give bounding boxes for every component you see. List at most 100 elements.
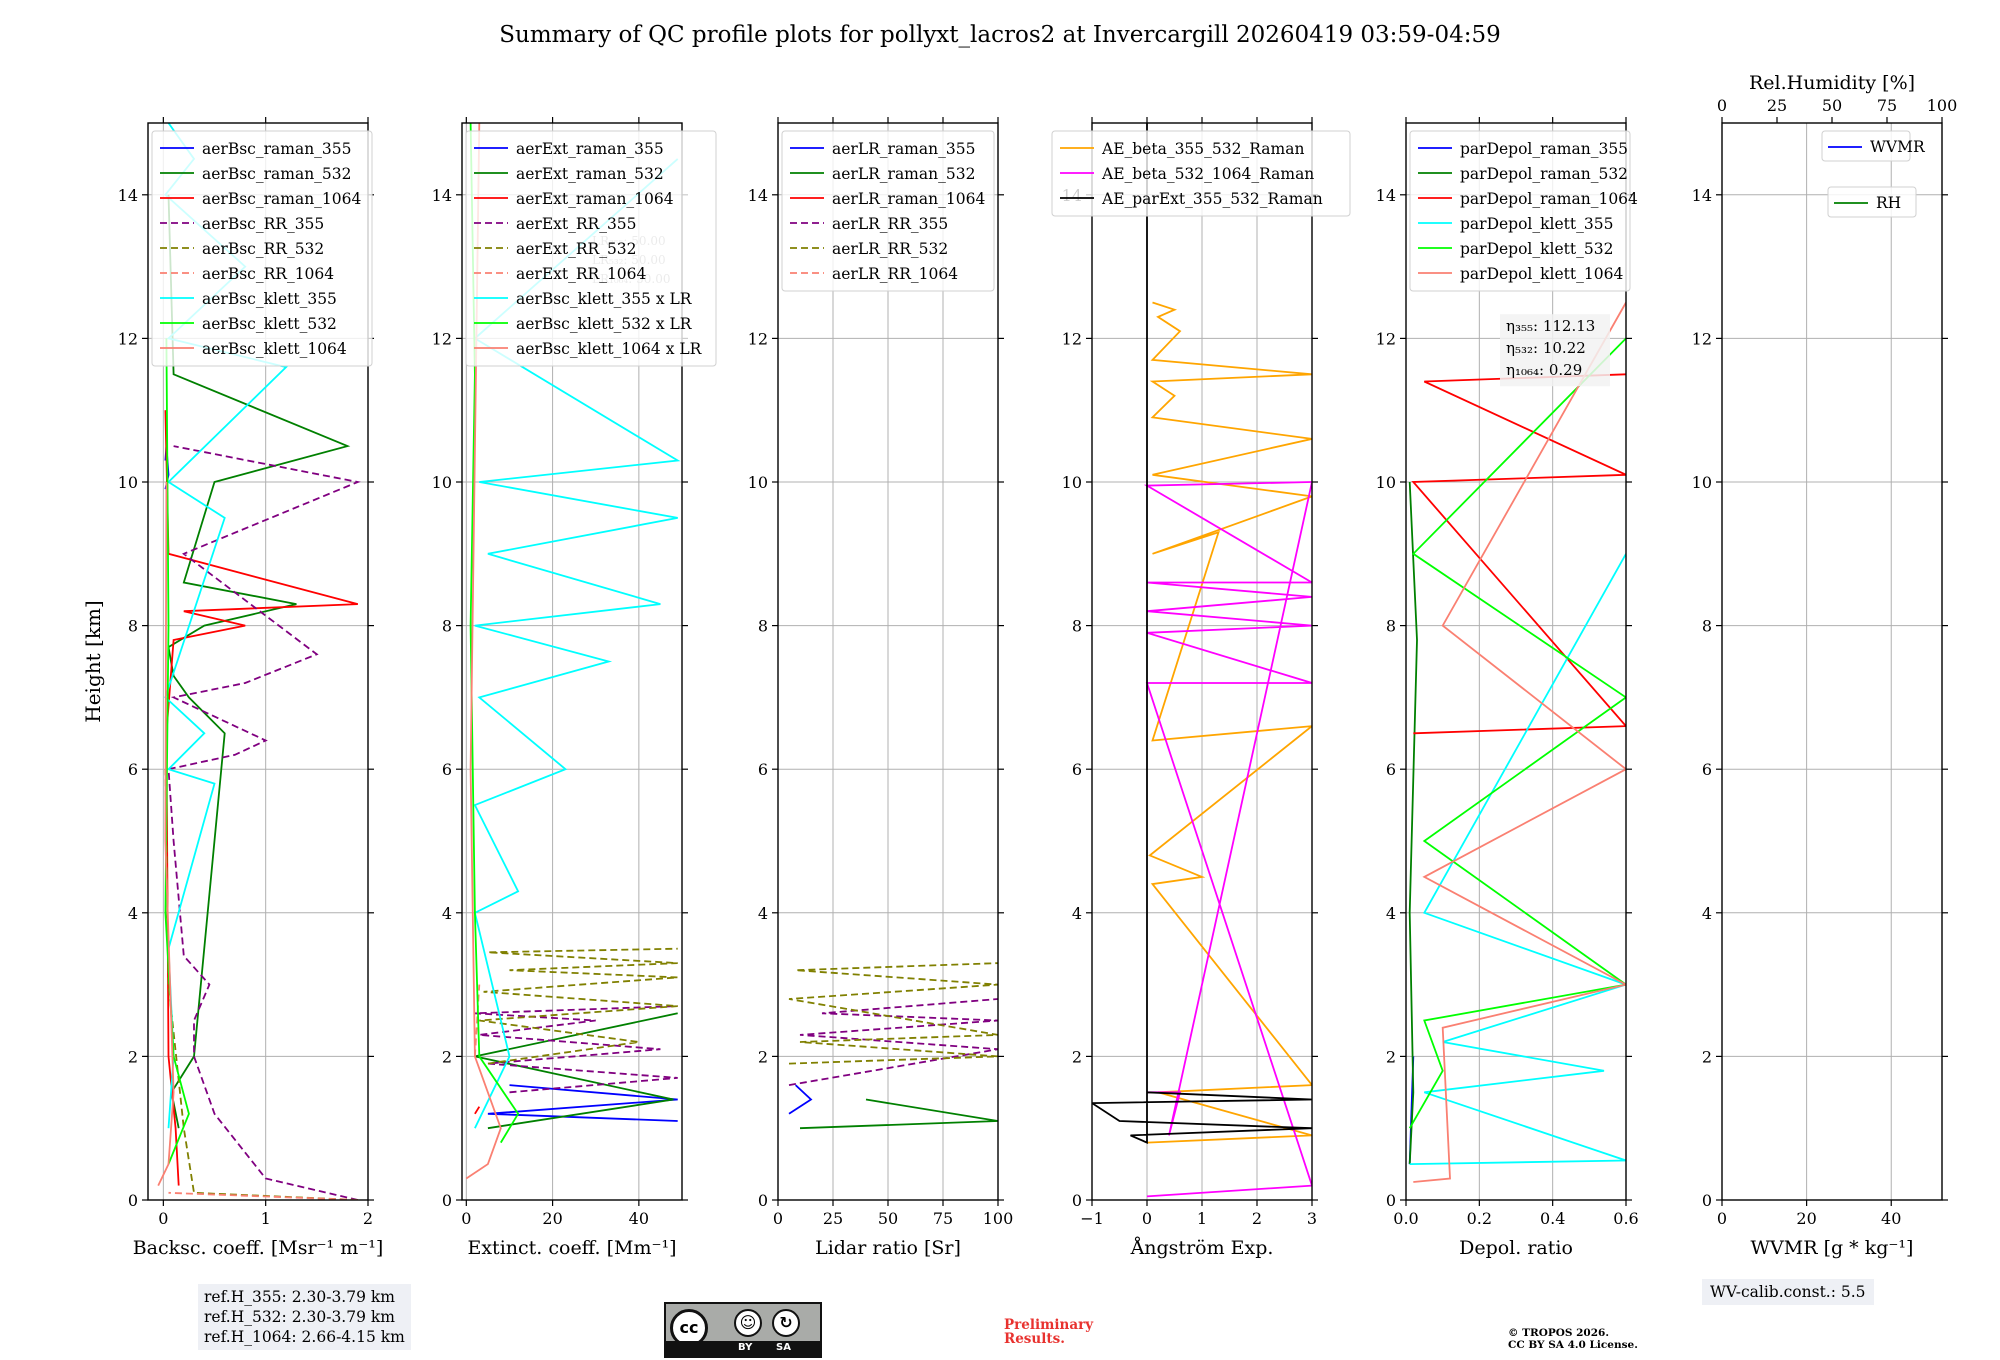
y-tick-label: 2 <box>442 1047 452 1066</box>
legend-RH: RH <box>1827 186 1917 218</box>
legend-label: aerBsc_RR_355 <box>202 215 324 233</box>
panel-6: 0 20 40 0 2 4 6 8 10 12 14 WVMR [g * kg⁻¹] 0 25 50 75 10… <box>1692 72 1958 1259</box>
preliminary-line-1: Preliminary <box>1004 1317 1094 1333</box>
cc-sa-label: SA <box>776 1342 791 1353</box>
top-axis-tick-label: 100 <box>1927 96 1958 115</box>
series-aerExt_RR_1064 <box>474 984 481 1057</box>
top-axis-tick-label: 50 <box>1822 96 1842 115</box>
legend-label: aerExt_RR_355 <box>516 215 637 233</box>
legend-frame <box>151 130 373 367</box>
legend-frame <box>1821 130 1911 162</box>
x-tick-label: 0 <box>1717 1209 1727 1228</box>
data-layer <box>1092 123 1312 1198</box>
x-tick-label: 0.2 <box>1467 1209 1492 1228</box>
legend-label: parDepol_klett_355 <box>1460 215 1613 233</box>
legend-label: parDepol_raman_532 <box>1460 165 1628 183</box>
series-aerLR_RR_532 <box>788 962 998 1065</box>
legend-label: aerExt_raman_355 <box>516 140 664 158</box>
y-tick-label: 0 <box>1702 1191 1712 1210</box>
legend-label: aerExt_raman_532 <box>516 165 664 183</box>
legend-label: aerBsc_klett_355 <box>202 290 337 308</box>
legend: aerExt_raman_355 aerExt_raman_532 aerExt_r… <box>465 130 717 367</box>
legend-label: aerBsc_klett_1064 x LR <box>516 340 703 358</box>
series-aerBsc_RR_355 <box>167 445 361 1200</box>
ref-height-532: ref.H_532: 2.30-3.79 km <box>204 1308 395 1326</box>
legend-label: AE_parExt_355_532_Raman <box>1101 190 1323 208</box>
panel-3: 0 25 50 75 100 0 2 4 6 8 10 12 14 Lidar ratio [Sr] aer… <box>748 117 1014 1259</box>
y-tick-label: 14 <box>1376 186 1396 205</box>
cc-by-label: BY <box>738 1342 753 1353</box>
legend-frame <box>1827 186 1917 218</box>
legend-label: parDepol_raman_355 <box>1460 140 1628 158</box>
series-AE_beta_355_532_Raman <box>1146 301 1312 1144</box>
y-tick-label: 10 <box>1376 473 1396 492</box>
y-tick-label: 4 <box>1702 904 1712 923</box>
legend-label: aerLR_RR_1064 <box>832 265 958 283</box>
x-axis-label: Lidar ratio [Sr] <box>815 1237 961 1259</box>
x-tick-label: 50 <box>878 1209 898 1228</box>
x-tick-label: 100 <box>983 1209 1014 1228</box>
legend-label: aerBsc_klett_532 <box>202 315 337 333</box>
data-layer <box>788 962 998 1130</box>
copyright-line-2: CC BY SA 4.0 License. <box>1508 1339 1638 1351</box>
legend-WVMR: WVMR <box>1821 130 1926 162</box>
y-tick-label: 6 <box>1072 760 1082 779</box>
annotation-line: η₅₃₂: 10.22 <box>1506 339 1586 357</box>
legend-label: aerLR_RR_532 <box>832 240 948 258</box>
legend-label: aerExt_RR_1064 <box>516 265 647 283</box>
legend-label: RH <box>1876 194 1901 212</box>
legend-label: aerBsc_klett_1064 <box>202 340 347 358</box>
y-tick-label: 14 <box>118 186 138 205</box>
data-layer <box>1408 302 1626 1183</box>
legend-frame <box>1409 130 1631 292</box>
y-tick-label: 6 <box>128 760 138 779</box>
y-tick-label: 12 <box>118 329 138 348</box>
y-tick-label: 6 <box>1386 760 1396 779</box>
y-tick-label: 4 <box>442 904 452 923</box>
series-aerBsc_klett_1064 <box>157 481 175 1186</box>
y-tick-label: 0 <box>1386 1191 1396 1210</box>
series-AE_parExt_355_532_Raman <box>1092 123 1312 1144</box>
series-aerLR_raman_532 <box>799 1098 998 1130</box>
copyright-line-1: © TROPOS 2026. <box>1508 1327 1610 1339</box>
x-tick-label: 20 <box>542 1209 562 1228</box>
y-tick-label: 12 <box>1376 329 1396 348</box>
y-tick-label: 10 <box>1062 473 1082 492</box>
y-tick-label: 2 <box>1072 1047 1082 1066</box>
x-tick-label: 0 <box>158 1209 168 1228</box>
series-aerBsc_RR_1064 <box>168 1191 358 1200</box>
legend-label: parDepol_klett_1064 <box>1460 265 1623 283</box>
series-aerLR_raman_355 <box>788 1084 813 1115</box>
x-tick-label: 0.6 <box>1613 1209 1638 1228</box>
y-tick-label: 12 <box>748 329 768 348</box>
legend-label: aerLR_RR_355 <box>832 215 948 233</box>
y-tick-label: 0 <box>128 1191 138 1210</box>
y-tick-label: 4 <box>1386 904 1396 923</box>
y-tick-label: 10 <box>432 473 452 492</box>
panel-5: 0.0 0.2 0.4 0.6 0 2 4 6 8 10 12 14 Depol. ratio η₃₅₅:… <box>1376 117 1639 1259</box>
y-tick-label: 6 <box>1702 760 1712 779</box>
legend-label: aerBsc_klett_355 x LR <box>516 290 693 308</box>
top-axis-tick-label: 0 <box>1717 96 1727 115</box>
axes-frame <box>147 122 369 1201</box>
x-tick-label: 40 <box>1881 1209 1901 1228</box>
y-tick-label: 4 <box>128 904 138 923</box>
y-tick-label: 8 <box>442 617 452 636</box>
y-tick-label: 12 <box>1062 329 1082 348</box>
legend-label: aerBsc_RR_1064 <box>202 265 334 283</box>
x-tick-label: −1 <box>1080 1209 1104 1228</box>
legend: AE_beta_355_532_Raman AE_beta_532_1064_Ra… <box>1051 130 1351 217</box>
y-tick-label: 6 <box>442 760 452 779</box>
y-tick-label: 12 <box>432 329 452 348</box>
legend-label: aerExt_raman_1064 <box>516 190 674 208</box>
y-tick-label: 8 <box>128 617 138 636</box>
y-tick-label: 8 <box>1072 617 1082 636</box>
axes-frame <box>461 122 683 1201</box>
x-axis-label: Extinct. coeff. [Mm⁻¹] <box>467 1237 676 1259</box>
top-axis-tick-label: 75 <box>1877 96 1897 115</box>
y-tick-label: 8 <box>1702 617 1712 636</box>
y-tick-label: 14 <box>432 186 452 205</box>
y-tick-label: 4 <box>1072 904 1082 923</box>
